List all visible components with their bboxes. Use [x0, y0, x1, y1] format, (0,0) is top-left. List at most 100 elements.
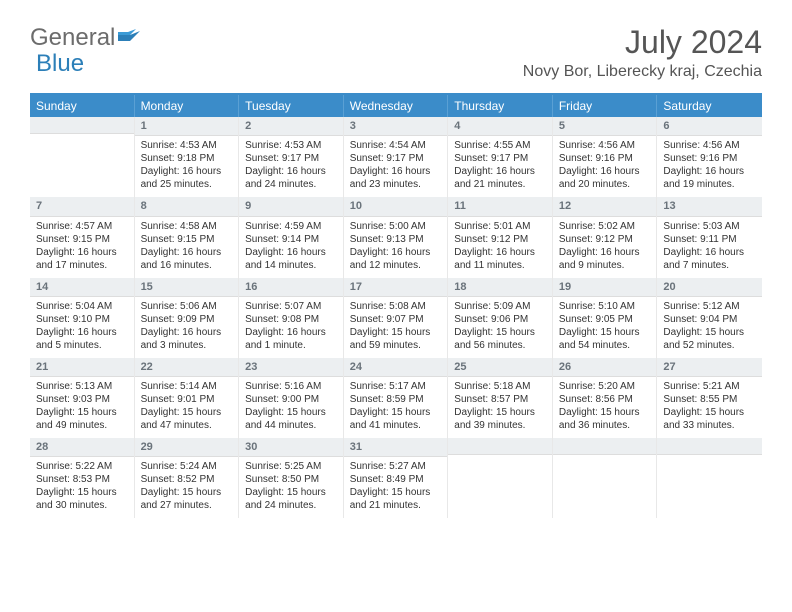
sunset-text: Sunset: 9:04 PM: [663, 313, 756, 326]
sunset-text: Sunset: 9:12 PM: [454, 233, 546, 246]
day-number: 9: [239, 197, 343, 216]
sunset-text: Sunset: 8:49 PM: [350, 473, 442, 486]
day-details: Sunrise: 4:53 AMSunset: 9:17 PMDaylight:…: [239, 136, 343, 197]
sunrise-text: Sunrise: 5:12 AM: [663, 300, 756, 313]
day-cell: 2Sunrise: 4:53 AMSunset: 9:17 PMDaylight…: [239, 117, 344, 197]
sunset-text: Sunset: 9:17 PM: [350, 152, 442, 165]
day-number: 18: [448, 278, 552, 297]
day-cell: 30Sunrise: 5:25 AMSunset: 8:50 PMDayligh…: [239, 438, 344, 518]
sunrise-text: Sunrise: 5:17 AM: [350, 380, 442, 393]
sunset-text: Sunset: 9:01 PM: [141, 393, 233, 406]
sunset-text: Sunset: 9:12 PM: [559, 233, 651, 246]
day-details: Sunrise: 5:18 AMSunset: 8:57 PMDaylight:…: [448, 377, 552, 438]
daylight1-text: Daylight: 15 hours: [350, 486, 442, 499]
daylight1-text: Daylight: 15 hours: [350, 326, 442, 339]
sunrise-text: Sunrise: 5:13 AM: [36, 380, 128, 393]
logo-word2: Blue: [36, 50, 84, 77]
day-details: Sunrise: 5:13 AMSunset: 9:03 PMDaylight:…: [30, 377, 134, 438]
sunset-text: Sunset: 9:14 PM: [245, 233, 337, 246]
day-details: Sunrise: 4:53 AMSunset: 9:18 PMDaylight:…: [135, 136, 239, 197]
day-number: 8: [135, 197, 239, 216]
weekday-saturday: Saturday: [657, 95, 762, 117]
day-details: Sunrise: 5:10 AMSunset: 9:05 PMDaylight:…: [553, 297, 657, 358]
sunrise-text: Sunrise: 4:53 AM: [245, 139, 337, 152]
sunrise-text: Sunrise: 5:00 AM: [350, 220, 442, 233]
sunset-text: Sunset: 9:09 PM: [141, 313, 233, 326]
day-number: 22: [135, 358, 239, 377]
daylight2-text: and 21 minutes.: [454, 178, 546, 191]
day-number: 16: [239, 278, 343, 297]
daylight1-text: Daylight: 16 hours: [141, 326, 233, 339]
sunset-text: Sunset: 8:57 PM: [454, 393, 546, 406]
sunrise-text: Sunrise: 5:20 AM: [559, 380, 651, 393]
sunset-text: Sunset: 9:10 PM: [36, 313, 128, 326]
day-details: Sunrise: 5:02 AMSunset: 9:12 PMDaylight:…: [553, 217, 657, 278]
sunset-text: Sunset: 9:15 PM: [36, 233, 128, 246]
day-number: 30: [239, 438, 343, 457]
daylight1-text: Daylight: 15 hours: [36, 486, 128, 499]
sunrise-text: Sunrise: 5:09 AM: [454, 300, 546, 313]
sunset-text: Sunset: 9:06 PM: [454, 313, 546, 326]
sunset-text: Sunset: 8:56 PM: [559, 393, 651, 406]
day-cell: 21Sunrise: 5:13 AMSunset: 9:03 PMDayligh…: [30, 358, 135, 438]
daylight1-text: Daylight: 16 hours: [141, 165, 233, 178]
sunset-text: Sunset: 9:15 PM: [141, 233, 233, 246]
daylight2-text: and 44 minutes.: [245, 419, 337, 432]
sunrise-text: Sunrise: 5:01 AM: [454, 220, 546, 233]
weekday-thursday: Thursday: [448, 95, 553, 117]
weekday-monday: Monday: [135, 95, 240, 117]
day-details: Sunrise: 5:24 AMSunset: 8:52 PMDaylight:…: [135, 457, 239, 518]
sunrise-text: Sunrise: 4:55 AM: [454, 139, 546, 152]
weekday-header-row: Sunday Monday Tuesday Wednesday Thursday…: [30, 95, 762, 117]
day-cell: [657, 438, 762, 518]
day-number: 23: [239, 358, 343, 377]
day-number: 7: [30, 197, 134, 216]
day-cell: 8Sunrise: 4:58 AMSunset: 9:15 PMDaylight…: [135, 197, 240, 277]
day-number: 15: [135, 278, 239, 297]
daylight1-text: Daylight: 15 hours: [245, 406, 337, 419]
day-cell: 9Sunrise: 4:59 AMSunset: 9:14 PMDaylight…: [239, 197, 344, 277]
day-number: 31: [344, 438, 448, 457]
daylight1-text: Daylight: 15 hours: [454, 326, 546, 339]
week-row: 14Sunrise: 5:04 AMSunset: 9:10 PMDayligh…: [30, 278, 762, 358]
sunset-text: Sunset: 9:17 PM: [245, 152, 337, 165]
day-number: 26: [553, 358, 657, 377]
weekday-sunday: Sunday: [30, 95, 135, 117]
day-details: Sunrise: 4:54 AMSunset: 9:17 PMDaylight:…: [344, 136, 448, 197]
logo-word1: General: [30, 24, 115, 52]
day-cell: 6Sunrise: 4:56 AMSunset: 9:16 PMDaylight…: [657, 117, 762, 197]
day-details: Sunrise: 5:09 AMSunset: 9:06 PMDaylight:…: [448, 297, 552, 358]
sunrise-text: Sunrise: 4:56 AM: [559, 139, 651, 152]
daylight2-text: and 19 minutes.: [663, 178, 756, 191]
daylight2-text: and 24 minutes.: [245, 178, 337, 191]
day-number: 10: [344, 197, 448, 216]
day-details: Sunrise: 5:06 AMSunset: 9:09 PMDaylight:…: [135, 297, 239, 358]
day-number: 2: [239, 117, 343, 136]
day-cell: 23 Sunrise: 5:16 AMSunset: 9:00 PMDayligh…: [239, 358, 344, 438]
day-details: Sunrise: 5:03 AMSunset: 9:11 PMDaylight:…: [657, 217, 762, 278]
daylight2-text: and 47 minutes.: [141, 419, 233, 432]
daylight1-text: Daylight: 15 hours: [245, 486, 337, 499]
sunset-text: Sunset: 9:17 PM: [454, 152, 546, 165]
day-details: Sunrise: 5:07 AMSunset: 9:08 PMDaylight:…: [239, 297, 343, 358]
daylight1-text: Daylight: 15 hours: [141, 486, 233, 499]
day-number: 29: [135, 438, 239, 457]
day-cell: 15Sunrise: 5:06 AMSunset: 9:09 PMDayligh…: [135, 278, 240, 358]
day-number: 24: [344, 358, 448, 377]
sunset-text: Sunset: 8:55 PM: [663, 393, 756, 406]
sunrise-text: Sunrise: 5:07 AM: [245, 300, 337, 313]
title-block: July 2024 Novy Bor, Liberecky kraj, Czec…: [523, 24, 762, 81]
daylight2-text: and 7 minutes.: [663, 259, 756, 272]
sunset-text: Sunset: 9:00 PM: [245, 393, 337, 406]
logo: General: [30, 24, 140, 52]
daylight1-text: Daylight: 16 hours: [245, 326, 337, 339]
day-details: Sunrise: 5:22 AMSunset: 8:53 PMDaylight:…: [30, 457, 134, 518]
sunset-text: Sunset: 8:59 PM: [350, 393, 442, 406]
daylight2-text: and 11 minutes.: [454, 259, 546, 272]
day-cell: 12Sunrise: 5:02 AMSunset: 9:12 PMDayligh…: [553, 197, 658, 277]
daylight2-text: and 39 minutes.: [454, 419, 546, 432]
day-details: Sunrise: 5:08 AMSunset: 9:07 PMDaylight:…: [344, 297, 448, 358]
day-details: Sunrise: 5:00 AMSunset: 9:13 PMDaylight:…: [344, 217, 448, 278]
location-text: Novy Bor, Liberecky kraj, Czechia: [523, 63, 762, 81]
sunrise-text: Sunrise: 5:16 AM: [245, 380, 337, 393]
